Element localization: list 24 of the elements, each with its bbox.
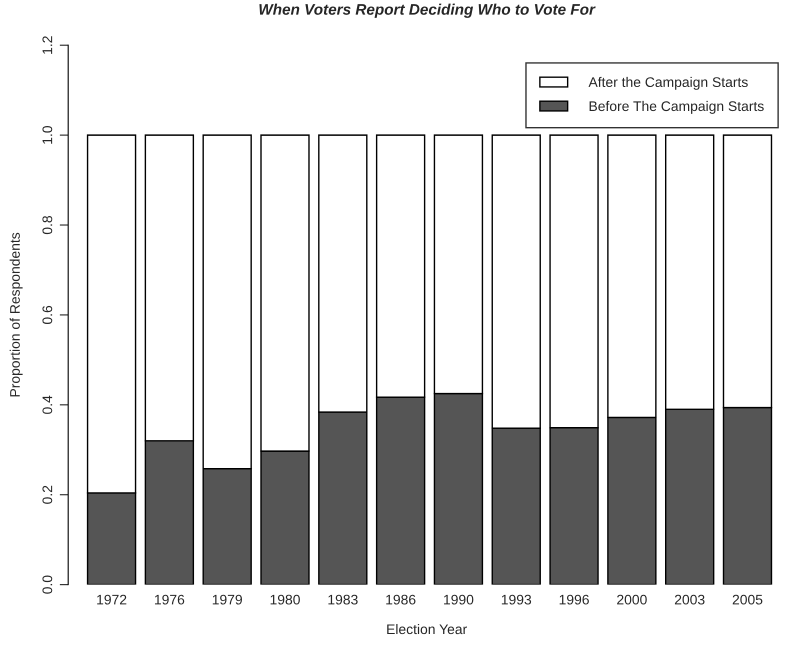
x-axis-title: Election Year: [387, 624, 467, 634]
x-tick-label: 2003: [674, 594, 705, 605]
y-tick-label: 1.2: [42, 36, 52, 54]
y-tick-label: 0.6: [42, 306, 52, 324]
y-tick-label: 0.2: [42, 486, 52, 504]
legend-label: After the Campaign Starts: [588, 76, 748, 90]
x-tick-label: 1986: [386, 594, 416, 605]
x-tick-label: 1990: [444, 594, 474, 605]
y-tick-label: 0.0: [42, 576, 52, 594]
x-tick-label: 1979: [212, 594, 242, 605]
y-axis-title: Proportion of Respondents: [10, 232, 23, 396]
x-tick-label: 1976: [154, 594, 184, 605]
chart-title: When Voters Report Deciding Who to Vote For: [259, 4, 596, 18]
x-tick-label: 1996: [560, 594, 589, 605]
legend-label: Before The Campaign Starts: [590, 100, 764, 114]
x-tick-label: 1972: [97, 594, 126, 605]
x-tick-label: 1993: [502, 594, 532, 605]
y-tick-label: 0.8: [42, 216, 52, 234]
y-tick-label: 0.4: [42, 396, 52, 414]
x-tick-label: 2005: [732, 594, 762, 605]
y-tick-label: 1.0: [42, 126, 52, 144]
x-tick-label: 1983: [328, 594, 358, 605]
x-tick-label: 1980: [270, 594, 300, 605]
x-tick-label: 2000: [617, 594, 647, 605]
